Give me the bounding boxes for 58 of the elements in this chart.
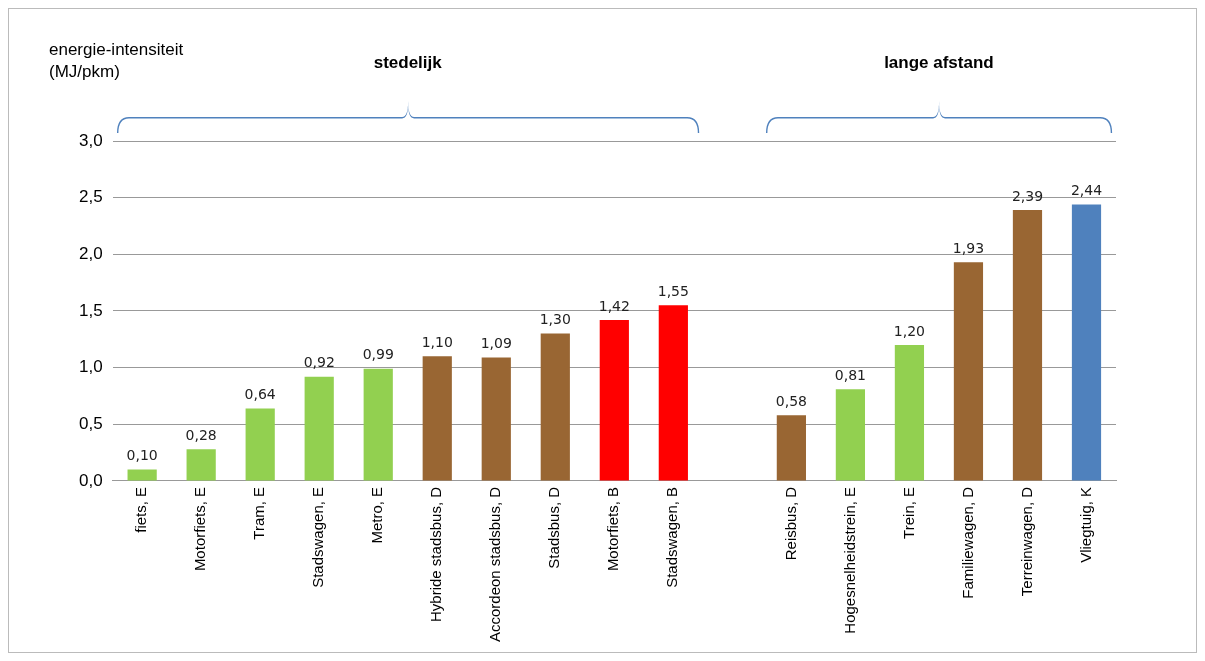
x-tick-label: Stadsbus, D	[545, 486, 563, 569]
x-tick-label: Metro, E	[368, 486, 386, 544]
bar	[245, 408, 275, 481]
y-tick-label: 2,0	[78, 243, 103, 263]
data-label: 0,28	[185, 426, 217, 443]
text: lange afstand	[883, 53, 995, 73]
data-label: 1,09	[480, 335, 512, 352]
x-tick-label: Familiewagen, D	[958, 486, 976, 599]
data-label: 2,39	[1011, 187, 1044, 204]
data-label: 0,81	[834, 366, 866, 383]
x-tick-label: fiets, E	[132, 486, 150, 533]
x-tick-label: Motorfiets, E	[191, 486, 209, 572]
x-tick-label: Hybride stadsbus, D	[427, 486, 445, 622]
bar	[1071, 204, 1102, 481]
x-tick-label: Stadswagen, E	[309, 486, 327, 588]
x-tick-label: Reisbus, D	[781, 486, 799, 561]
bar	[894, 344, 925, 481]
y-tick-label: 1,5	[78, 300, 103, 320]
data-label: 1,30	[539, 311, 571, 328]
x-tick-label: Motorfiets, B	[604, 486, 622, 572]
data-label: 0,58	[775, 392, 807, 409]
bar	[127, 469, 157, 481]
bar	[186, 449, 216, 481]
x-tick-label: Tram, E	[250, 486, 268, 540]
data-label: 1,20	[893, 322, 926, 339]
bar	[776, 415, 806, 481]
data-label: 1,55	[657, 282, 689, 299]
bar	[540, 333, 570, 481]
x-tick-label: Trein, E	[899, 486, 917, 539]
x-tick-label: Hogesnelheidstrein, E	[840, 486, 858, 634]
data-label: 0,99	[362, 346, 394, 363]
data-label: 2,44	[1070, 182, 1103, 199]
y-axis-title: energie-intensiteit (MJ/pkm)	[49, 39, 185, 83]
y-tick-label: 2,5	[78, 187, 103, 207]
text: stedelijk	[373, 53, 442, 72]
data-label: 0,92	[303, 354, 335, 371]
x-tick-label: Terreinwagen, D	[1017, 486, 1035, 597]
y-tick-label: 0,5	[78, 413, 103, 433]
bar	[953, 262, 984, 481]
x-tick-label: Accordeon stadsbus, D	[486, 486, 504, 643]
y-tick-label: 3,0	[78, 130, 103, 150]
x-tick-label: Stadswagen, B	[663, 486, 681, 588]
bar	[304, 376, 334, 481]
data-label: 0,64	[244, 386, 276, 403]
bar	[481, 357, 511, 481]
data-label: 1,10	[421, 333, 453, 350]
bar	[658, 305, 688, 481]
y-tick-label: 0,0	[78, 470, 103, 490]
bar	[363, 368, 393, 481]
x-tick-label: Vliegtuig, K	[1076, 486, 1094, 563]
data-label: 0,10	[126, 447, 158, 464]
bar	[422, 356, 452, 481]
bar	[599, 320, 629, 481]
bar	[1012, 210, 1043, 481]
data-label: 1,93	[952, 239, 985, 256]
bar	[835, 389, 866, 481]
y-tick-label: 1,0	[78, 357, 103, 377]
data-label: 1,42	[598, 297, 630, 314]
